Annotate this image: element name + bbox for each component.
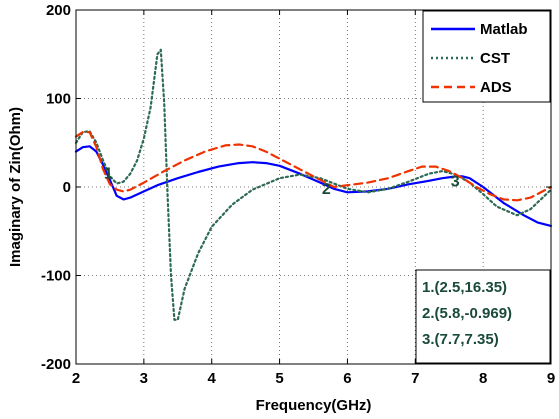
y-tick-label: -200 — [41, 356, 71, 373]
series-lines — [74, 48, 553, 321]
x-tick-label: 4 — [208, 370, 217, 387]
x-tick-label: 2 — [72, 370, 80, 387]
point-markers: 1 2 3 — [104, 166, 460, 198]
legend-label-ads: ADS — [480, 79, 512, 96]
y-axis-label: Imaginary of Zin(Ohm) — [7, 107, 24, 267]
y-tick-label: 200 — [46, 2, 71, 19]
series-line-cst — [74, 48, 553, 321]
point-marker-label: 2 — [322, 181, 331, 198]
x-tick-label: 6 — [343, 370, 351, 387]
annotation-line: 1.(2.5,16.35) — [422, 279, 507, 296]
legend-label-matlab: Matlab — [480, 21, 528, 38]
y-tick-label: 100 — [46, 91, 71, 108]
y-tick-label: -100 — [41, 268, 71, 285]
annotation-line: 3.(7.7,7.35) — [422, 331, 499, 348]
point-marker-label: 3 — [451, 173, 460, 190]
x-tick-label: 8 — [479, 370, 487, 387]
axis-ticks: 2 3 4 5 6 7 8 9 -200 -100 0 100 200 — [41, 2, 555, 387]
legend-label-cst: CST — [480, 50, 510, 67]
x-axis-label: Frequency(GHz) — [256, 397, 372, 414]
x-tick-label: 3 — [140, 370, 148, 387]
annotation-frame — [415, 269, 551, 364]
series-line-matlab — [74, 145, 553, 227]
series-line-ads — [74, 131, 553, 202]
x-tick-label: 5 — [275, 370, 283, 387]
annotation-box: 1.(2.5,16.35) 2.(5.8,-0.969) 3.(7.7,7.35) — [415, 269, 551, 364]
y-tick-label: 0 — [63, 179, 71, 196]
x-tick-label: 7 — [411, 370, 419, 387]
point-marker-label: 1 — [104, 166, 113, 183]
annotation-line: 2.(5.8,-0.969) — [422, 305, 512, 322]
x-tick-label: 9 — [547, 370, 555, 387]
legend: Matlab CST ADS — [422, 10, 551, 103]
